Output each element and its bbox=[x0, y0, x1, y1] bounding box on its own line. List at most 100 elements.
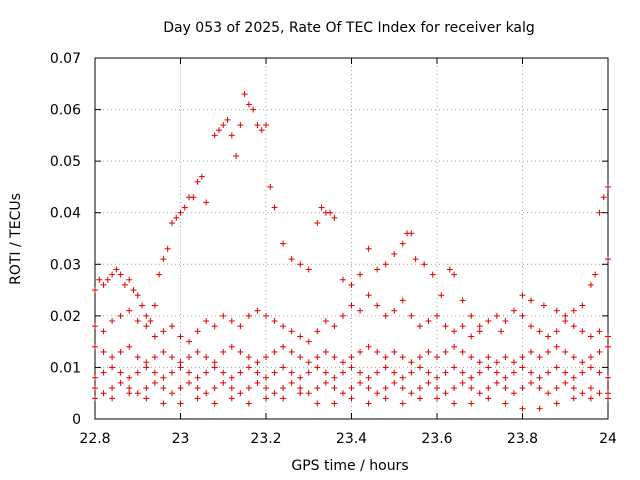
data-point bbox=[468, 333, 475, 340]
data-point bbox=[186, 354, 193, 361]
data-point bbox=[331, 214, 338, 221]
data-point bbox=[100, 348, 107, 355]
data-point bbox=[399, 374, 406, 381]
data-point bbox=[271, 204, 278, 211]
data-point bbox=[168, 220, 175, 227]
data-point bbox=[245, 312, 252, 319]
data-point bbox=[528, 348, 535, 355]
data-point bbox=[485, 364, 492, 371]
data-point bbox=[245, 354, 252, 361]
data-point bbox=[288, 369, 295, 376]
data-point bbox=[245, 364, 252, 371]
data-point bbox=[502, 400, 509, 407]
data-point bbox=[143, 385, 150, 392]
data-point bbox=[121, 281, 128, 288]
data-point bbox=[459, 323, 466, 330]
x-tick-label: 23 bbox=[172, 431, 190, 447]
y-tick-label: 0.03 bbox=[50, 257, 81, 273]
data-point bbox=[203, 318, 210, 325]
data-point bbox=[228, 318, 235, 325]
data-point bbox=[536, 328, 543, 335]
data-point bbox=[596, 328, 603, 335]
data-point bbox=[434, 385, 440, 392]
data-point bbox=[528, 323, 535, 330]
data-point bbox=[314, 328, 321, 335]
data-point bbox=[109, 354, 116, 361]
data-point bbox=[314, 400, 321, 407]
data-point bbox=[570, 385, 577, 392]
data-point bbox=[220, 348, 227, 355]
data-point bbox=[391, 348, 398, 355]
data-point bbox=[331, 385, 338, 392]
data-point bbox=[382, 395, 389, 402]
data-point bbox=[425, 369, 432, 376]
data-point bbox=[322, 318, 329, 325]
data-point bbox=[438, 292, 445, 299]
data-point bbox=[493, 369, 500, 376]
data-point bbox=[280, 323, 287, 330]
data-point bbox=[545, 390, 552, 397]
data-point bbox=[399, 354, 406, 361]
data-point bbox=[339, 369, 346, 376]
data-point bbox=[348, 281, 355, 288]
data-point bbox=[339, 359, 346, 366]
data-point bbox=[579, 369, 586, 376]
data-point bbox=[399, 400, 406, 407]
data-point bbox=[254, 369, 261, 376]
data-point bbox=[536, 385, 543, 392]
y-tick-label: 0.07 bbox=[50, 51, 81, 67]
data-point bbox=[605, 395, 611, 402]
data-point bbox=[143, 364, 150, 371]
data-point bbox=[596, 348, 603, 355]
data-point bbox=[211, 132, 218, 139]
data-point bbox=[348, 395, 355, 402]
data-point bbox=[297, 333, 304, 340]
data-point bbox=[92, 323, 98, 330]
data-point bbox=[468, 312, 475, 319]
data-point bbox=[314, 385, 321, 392]
data-point bbox=[357, 379, 364, 386]
data-point bbox=[143, 323, 150, 330]
data-point bbox=[596, 209, 603, 216]
data-point bbox=[160, 400, 167, 407]
data-point bbox=[164, 245, 171, 252]
data-point bbox=[271, 348, 278, 355]
data-point bbox=[109, 395, 116, 402]
data-point bbox=[271, 390, 278, 397]
data-point bbox=[468, 354, 475, 361]
data-point bbox=[493, 359, 500, 366]
data-point bbox=[451, 271, 458, 278]
data-point bbox=[442, 348, 449, 355]
data-point bbox=[485, 395, 492, 402]
data-point bbox=[297, 261, 304, 268]
data-point bbox=[416, 323, 423, 330]
y-axis-label: ROTI / TECUs bbox=[8, 193, 24, 285]
data-point bbox=[365, 292, 372, 299]
data-point bbox=[134, 369, 141, 376]
data-point bbox=[468, 385, 475, 392]
data-point bbox=[109, 318, 116, 325]
data-point bbox=[476, 323, 483, 330]
data-point bbox=[126, 307, 133, 314]
data-point bbox=[553, 400, 560, 407]
data-point bbox=[254, 379, 261, 386]
data-point bbox=[468, 374, 475, 381]
data-point bbox=[224, 116, 231, 123]
data-point bbox=[198, 173, 205, 180]
data-point bbox=[241, 91, 248, 98]
data-point bbox=[280, 240, 287, 247]
data-point bbox=[416, 354, 423, 361]
data-point bbox=[451, 343, 458, 350]
data-point bbox=[228, 374, 235, 381]
data-point bbox=[245, 385, 252, 392]
data-point bbox=[408, 369, 415, 376]
data-point bbox=[126, 343, 133, 350]
data-point bbox=[194, 374, 201, 381]
data-point bbox=[382, 385, 389, 392]
data-point bbox=[416, 385, 423, 392]
data-point bbox=[288, 379, 295, 386]
data-point bbox=[408, 359, 415, 366]
data-point bbox=[374, 390, 381, 397]
data-point bbox=[425, 348, 432, 355]
